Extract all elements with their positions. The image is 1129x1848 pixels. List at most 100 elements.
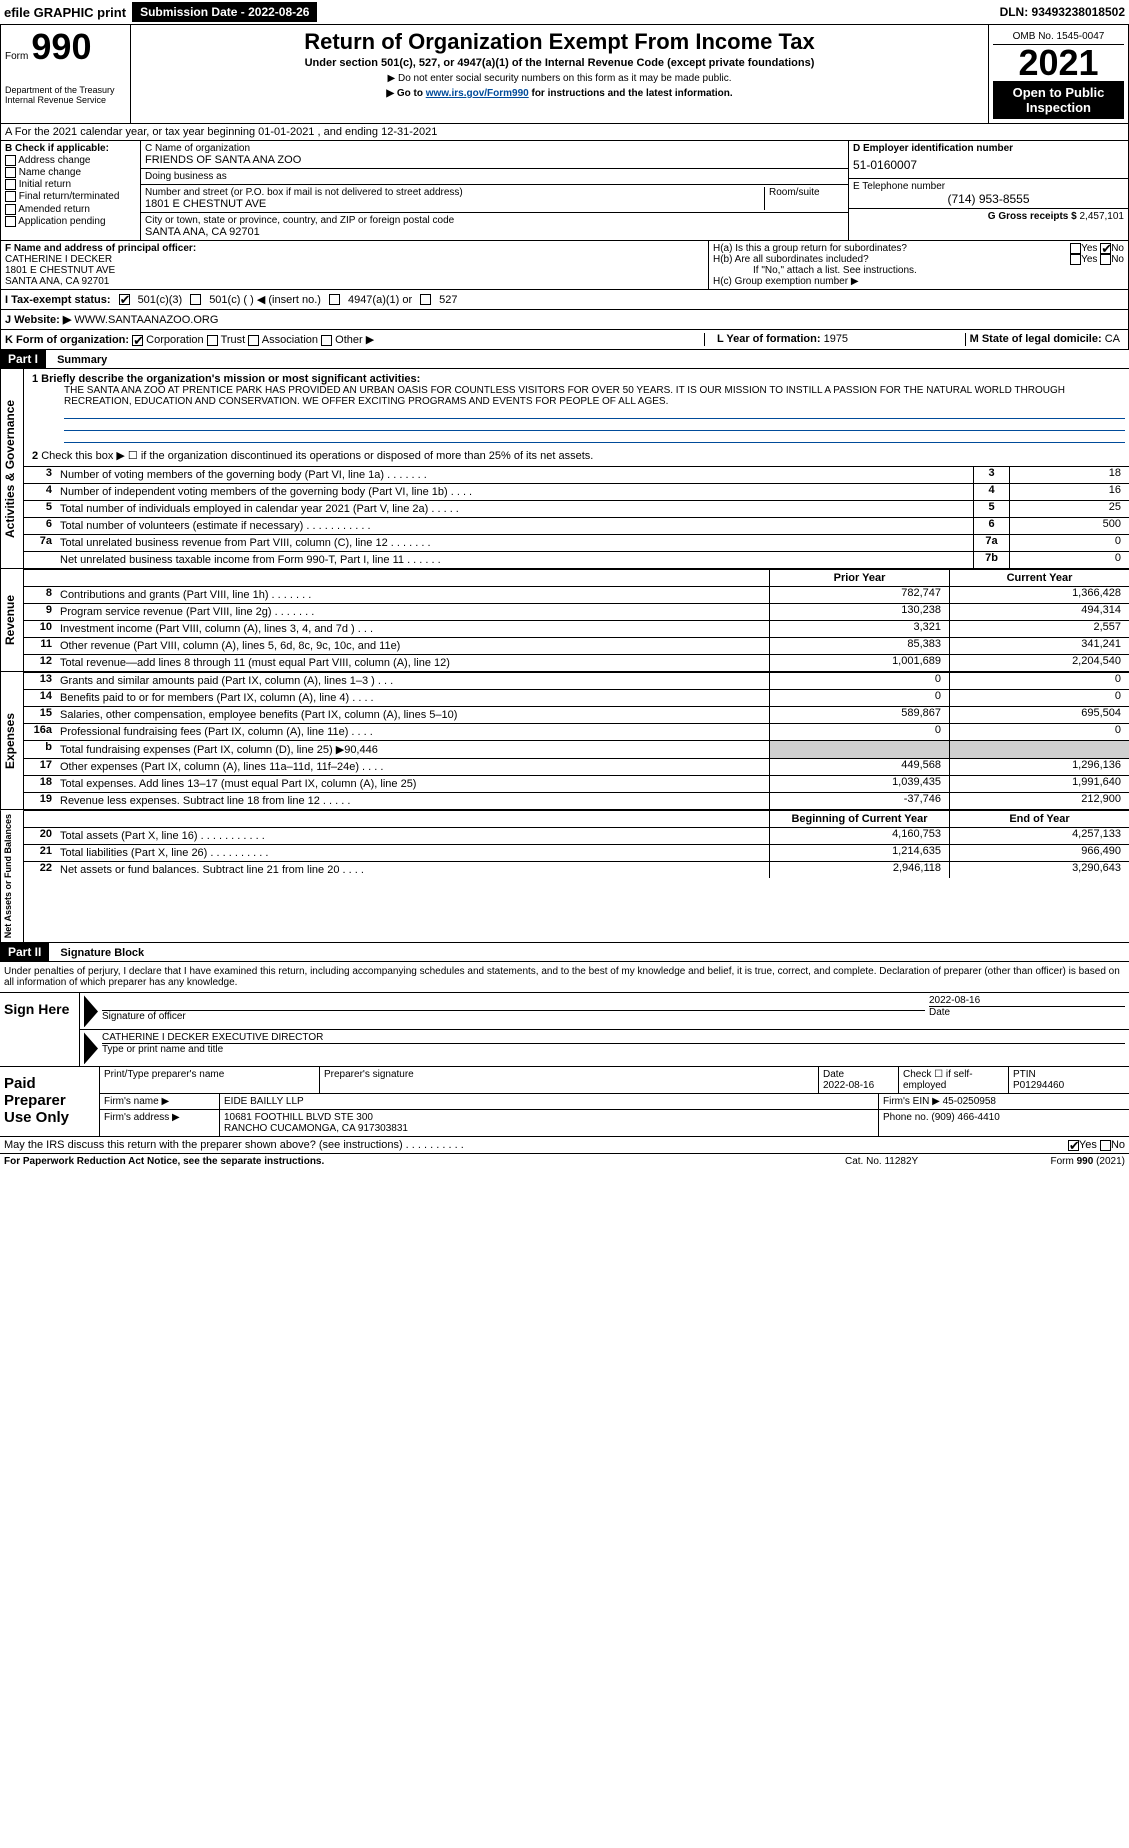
table-row: 17Other expenses (Part IX, column (A), l… [24,758,1129,775]
h-ifno: If "No," attach a list. See instructions… [713,265,1124,276]
part2-label: Signature Block [52,947,144,959]
ptin-value: P01294460 [1013,1080,1125,1091]
firm-name: EIDE BAILLY LLP [220,1094,879,1109]
footer-right: Form 990 (2021) [995,1156,1125,1167]
no-label2: No [1111,254,1124,265]
part1-label: Summary [49,354,107,366]
table-row: 8Contributions and grants (Part VIII, li… [24,586,1129,603]
sig-officer-label: Signature of officer [102,1011,925,1022]
table-row: 15Salaries, other compensation, employee… [24,706,1129,723]
trust-checkbox[interactable] [207,335,218,346]
opt-other: Other ▶ [335,334,374,346]
print-label: Print/Type preparer's name [100,1067,320,1093]
box-b: B Check if applicable: Address change Na… [1,141,141,240]
footer-left: For Paperwork Reduction Act Notice, see … [4,1156,845,1167]
firm-ein: 45-0250958 [943,1096,996,1107]
corp-checkbox[interactable] [132,335,143,346]
box-b-header: B Check if applicable: [5,143,136,154]
form-label: Form [5,51,28,62]
part1-section-rev: Revenue Prior Year Current Year 8Contrib… [0,569,1129,672]
status-row: I Tax-exempt status: 501(c)(3) 501(c) ( … [0,290,1129,310]
table-row: 11Other revenue (Part VIII, column (A), … [24,637,1129,654]
yes-label2: Yes [1081,254,1097,265]
table-row: 16aProfessional fundraising fees (Part I… [24,723,1129,740]
box-b-item[interactable]: Amended return [5,204,136,215]
beg-year-header: Beginning of Current Year [769,811,949,827]
box-b-item[interactable]: Final return/terminated [5,191,136,202]
street-value: 1801 E CHESTNUT AVE [145,198,764,210]
paid-preparer-label: Paid Preparer Use Only [0,1067,100,1136]
l-value: 1975 [824,333,848,345]
officer-name: CATHERINE I DECKER [5,254,704,265]
f-label: F Name and address of principal officer: [5,243,704,254]
part2-badge: Part II [0,943,49,961]
m-label: M State of legal domicile: [970,333,1102,345]
table-row: 14Benefits paid to or for members (Part … [24,689,1129,706]
dba-label: Doing business as [145,171,844,182]
box-b-item[interactable]: Address change [5,155,136,166]
opt-corp: Corporation [146,334,203,346]
officer-name-title: CATHERINE I DECKER EXECUTIVE DIRECTOR [102,1032,1125,1044]
tel-value: (714) 953-8555 [853,192,1124,206]
table-row: 21Total liabilities (Part X, line 26) . … [24,844,1129,861]
box-b-item[interactable]: Application pending [5,216,136,227]
discuss-text: May the IRS discuss this return with the… [4,1139,1068,1151]
box-f-h: F Name and address of principal officer:… [0,241,1129,290]
h-b-label: H(b) Are all subordinates included? [713,254,1070,265]
m-value: CA [1105,333,1120,345]
check-if-self: Check ☐ if self-employed [899,1067,1009,1093]
ein-value: 51-0160007 [853,154,1124,176]
table-row: 6Total number of volunteers (estimate if… [24,517,1129,534]
l2-text: Check this box ▶ ☐ if the organization d… [41,450,593,462]
k-row: K Form of organization: Corporation Trus… [0,330,1129,350]
table-row: 19Revenue less expenses. Subtract line 1… [24,792,1129,809]
4947-checkbox[interactable] [329,294,340,305]
form-990-box: Form 990 Department of the Treasury Inte… [1,25,131,123]
table-row: 4Number of independent voting members of… [24,483,1129,500]
501c3-checkbox[interactable] [119,294,130,305]
type-label: Type or print name and title [102,1044,1125,1055]
sign-here-label: Sign Here [0,993,80,1066]
527-checkbox[interactable] [420,294,431,305]
box-b-item[interactable]: Initial return [5,179,136,190]
firm-ph-label: Phone no. [883,1112,929,1123]
discuss-no-checkbox[interactable] [1100,1140,1111,1151]
officer-city: SANTA ANA, CA 92701 [5,276,704,287]
table-row: 10Investment income (Part VIII, column (… [24,620,1129,637]
ein-label: D Employer identification number [853,143,1124,154]
goto-link[interactable]: www.irs.gov/Form990 [426,88,529,99]
other-checkbox[interactable] [321,335,332,346]
table-row: bTotal fundraising expenses (Part IX, co… [24,740,1129,758]
footer-center: Cat. No. 11282Y [845,1156,995,1167]
box-f: F Name and address of principal officer:… [1,241,708,289]
year-column: OMB No. 1545-0047 2021 Open to Public In… [988,25,1128,123]
no-label: No [1111,243,1124,254]
submission-date-button[interactable]: Submission Date - 2022-08-26 [132,2,317,22]
ptin-label: PTIN [1013,1069,1125,1080]
k-label: K Form of organization: [5,334,129,346]
part1-section-na: Net Assets or Fund Balances Beginning of… [0,810,1129,943]
tax-year: 2021 [993,45,1124,81]
table-row: 18Total expenses. Add lines 13–17 (must … [24,775,1129,792]
discuss-yes-checkbox[interactable] [1068,1140,1079,1151]
assoc-checkbox[interactable] [248,335,259,346]
goto-post: for instructions and the latest informat… [529,88,733,99]
prep-date-label: Date [823,1069,894,1080]
opt-501c3: 501(c)(3) [138,294,183,306]
gross-label: G Gross receipts $ [988,211,1077,222]
tel-label: E Telephone number [853,181,1124,192]
sig-date: 2022-08-16 [929,995,1125,1007]
firm-addr2: RANCHO CUCAMONGA, CA 917303831 [224,1123,874,1134]
l-label: L Year of formation: [717,333,821,345]
box-d: D Employer identification number 51-0160… [848,141,1128,240]
date-label: Date [929,1007,1125,1018]
opt-501c: 501(c) ( ) ◀ (insert no.) [209,293,321,306]
box-b-item[interactable]: Name change [5,167,136,178]
501c-checkbox[interactable] [190,294,201,305]
street-label: Number and street (or P.O. box if mail i… [145,187,764,198]
main-info-box: B Check if applicable: Address change Na… [0,141,1129,241]
vlabel-rev: Revenue [0,569,24,671]
col-headers-rev: Prior Year Current Year [24,569,1129,586]
declaration-text: Under penalties of perjury, I declare th… [0,962,1129,992]
title-column: Return of Organization Exempt From Incom… [131,25,988,123]
